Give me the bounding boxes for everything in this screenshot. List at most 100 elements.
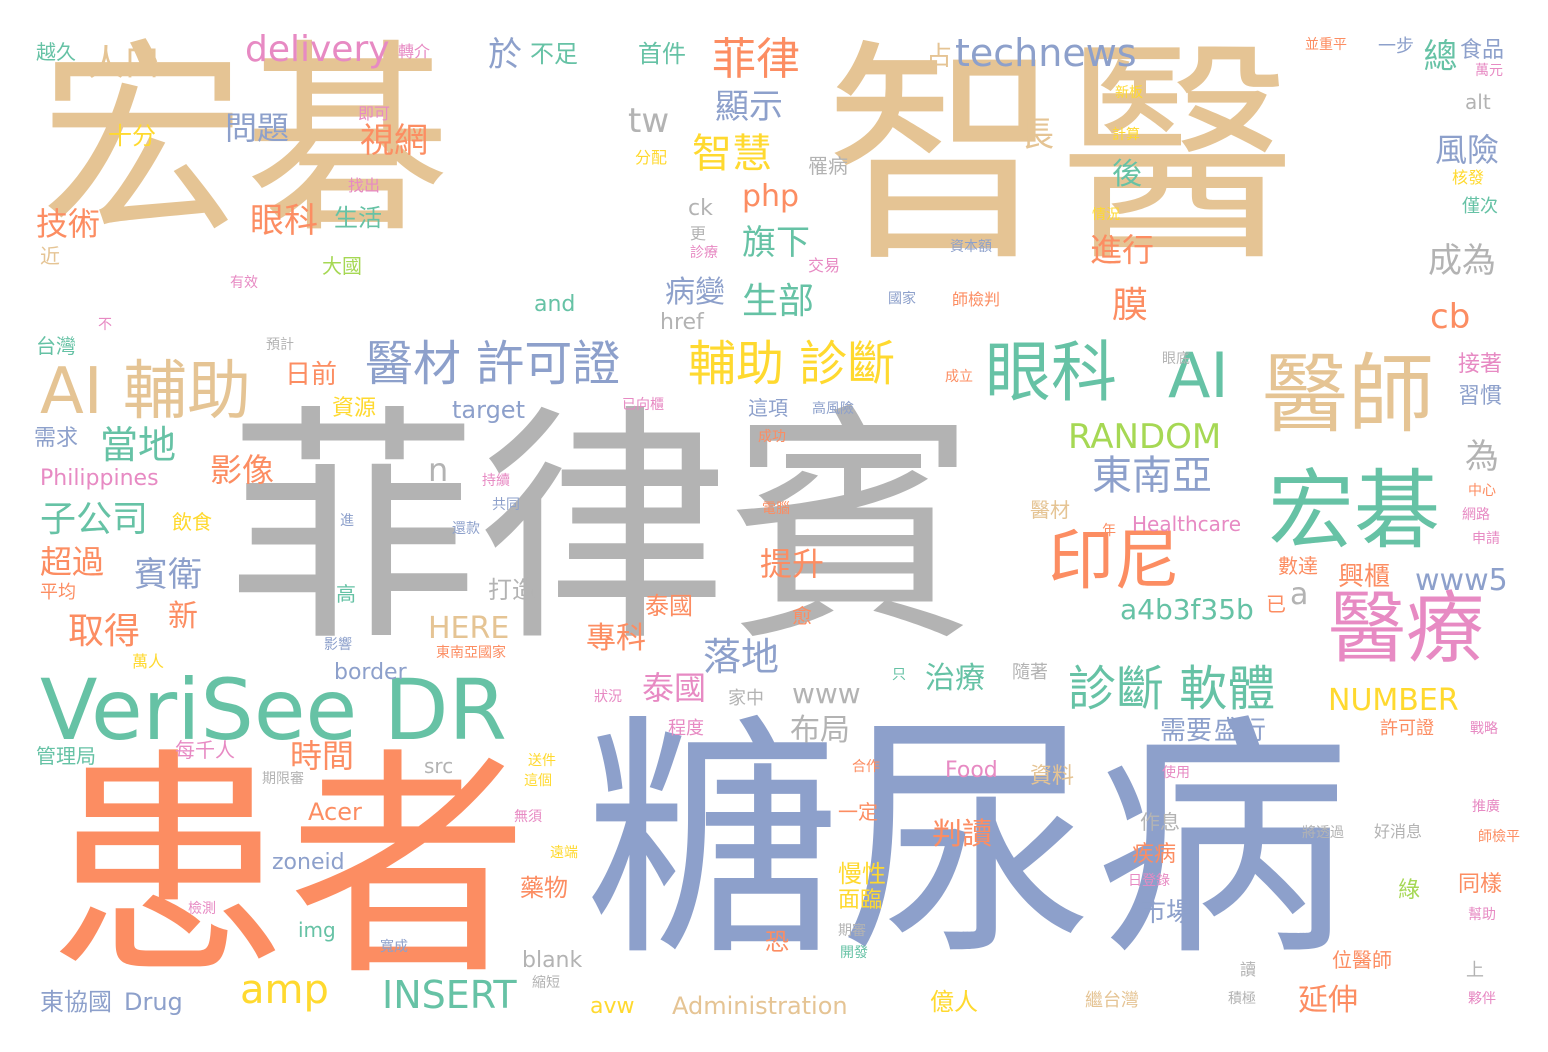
word: 新 [168, 599, 198, 634]
word: 於 [488, 35, 522, 75]
word: 核發 [1452, 168, 1485, 187]
word: delivery [245, 29, 390, 70]
word: 影像 [210, 451, 275, 489]
word: 已向櫃 [622, 397, 664, 413]
word: 不足 [530, 40, 578, 68]
word: 無須 [514, 809, 542, 825]
word: 積極 [1228, 991, 1256, 1007]
word: 寬成 [380, 939, 408, 955]
word: 盛行 [1214, 716, 1267, 746]
word: 數達 [1278, 554, 1318, 578]
word: 旗下 [742, 223, 810, 263]
word: 即可 [358, 104, 391, 123]
word: 資本額 [950, 239, 992, 255]
word: 治療 [925, 661, 985, 696]
word: 醫師 [1262, 345, 1434, 445]
word: href [660, 310, 704, 335]
word: 一步 [1378, 36, 1414, 57]
word: 東協國 [40, 988, 112, 1016]
word: 上 [1466, 960, 1484, 981]
word: 問題 [225, 109, 290, 147]
word: 總 [1417, 38, 1457, 71]
word: www [792, 677, 861, 710]
word: 需要 [1160, 716, 1213, 746]
word: tw [628, 101, 670, 141]
word: blank [522, 948, 583, 973]
word: 罹病 [808, 154, 848, 178]
word: 提升 [760, 545, 825, 583]
word: 市場 [1140, 898, 1193, 928]
word: 取得 [68, 611, 141, 652]
word: 菲律賓 [228, 384, 978, 675]
word: 恐 [765, 928, 789, 956]
word: 慢性 [838, 860, 886, 888]
word: 智醫 [825, 21, 1295, 294]
word: ck [688, 196, 713, 221]
word: 遠端 [550, 845, 578, 861]
word: 成功 [758, 429, 786, 445]
word: 視網 [360, 121, 428, 161]
word: php [742, 179, 800, 214]
word: 疾病 [1132, 842, 1177, 867]
word: 中心 [1468, 483, 1496, 499]
word: 後 [1112, 157, 1142, 192]
word: 眼科 [250, 201, 318, 241]
word: 習慣 [1458, 384, 1503, 409]
word: AI [1168, 339, 1229, 412]
word: 近 [40, 244, 60, 268]
word: 將透過 [1302, 825, 1344, 841]
word: 國家 [888, 291, 916, 307]
word: 長 [1020, 115, 1054, 155]
word: 檢測 [188, 901, 216, 917]
word: 接著 [1458, 352, 1503, 377]
word: 生部 [742, 281, 815, 322]
word: 共同 [492, 497, 520, 513]
word: 作息 [1140, 810, 1180, 834]
word: 落地 [703, 635, 780, 679]
word: 交易 [808, 256, 841, 275]
word: 管理局 [36, 744, 96, 768]
word: 預計 [266, 337, 294, 353]
word: 判讀 [932, 817, 992, 852]
word: 食品 [1460, 38, 1505, 63]
word: 戰略 [1470, 721, 1498, 737]
word: Food [945, 758, 998, 783]
word: 計算 [1112, 127, 1140, 143]
word: 人口 [88, 43, 161, 84]
word: alt [1465, 90, 1491, 114]
word: NUMBER [1328, 683, 1459, 718]
word: avw [590, 994, 635, 1019]
word: 菲律 [712, 34, 800, 85]
word: HERE [428, 611, 510, 646]
word: 東南亞國家 [436, 645, 506, 661]
word: 只 [892, 667, 906, 683]
word: and [534, 292, 576, 317]
word: amp [240, 967, 329, 1013]
word: 資料 [1030, 764, 1075, 789]
word: Healthcare [1132, 512, 1242, 536]
word: 使用 [1162, 765, 1190, 781]
word: 期限審 [262, 771, 304, 787]
word: 診斷 軟體 [1068, 661, 1276, 717]
word: 糖尿病 [585, 694, 1351, 991]
word: zoneid [272, 850, 345, 875]
word: a [1290, 577, 1309, 612]
word: 日前 [285, 360, 338, 390]
word: a4b3f35b [1120, 593, 1254, 626]
word: 越久 [36, 40, 76, 64]
word: Administration [672, 992, 848, 1020]
word: 開發 [840, 945, 868, 961]
word: 眼底 [1162, 351, 1190, 367]
word: src [424, 754, 454, 778]
word: 愈 [792, 604, 812, 628]
word: 泰國 [642, 669, 707, 707]
word: 醫材 許可證 [365, 336, 621, 392]
word: 成為 [1428, 241, 1496, 281]
word: target [452, 396, 525, 424]
word: 送件 [528, 753, 556, 769]
word: 東南亞 [1092, 453, 1212, 499]
word: 影響 [324, 637, 352, 653]
word: 僅次 [1462, 196, 1498, 217]
word: 一定 [838, 800, 878, 824]
word: 狀況 [594, 689, 622, 705]
